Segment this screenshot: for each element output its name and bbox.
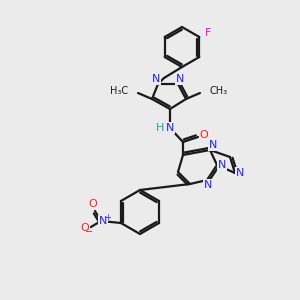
Text: N: N — [166, 123, 174, 133]
Text: N: N — [152, 74, 160, 84]
Text: N: N — [204, 180, 212, 190]
Text: F: F — [205, 28, 212, 38]
Text: N: N — [209, 140, 217, 150]
Text: +: + — [104, 212, 111, 221]
Text: N: N — [99, 216, 107, 226]
Text: N: N — [236, 168, 244, 178]
Text: O: O — [81, 223, 89, 233]
Text: O: O — [88, 199, 97, 209]
Text: H₃C: H₃C — [110, 86, 128, 96]
Text: −: − — [85, 227, 93, 237]
Text: N: N — [176, 74, 184, 84]
Text: N: N — [218, 160, 226, 170]
Text: CH₃: CH₃ — [210, 86, 228, 96]
Text: O: O — [200, 130, 208, 140]
Text: H: H — [156, 123, 164, 133]
